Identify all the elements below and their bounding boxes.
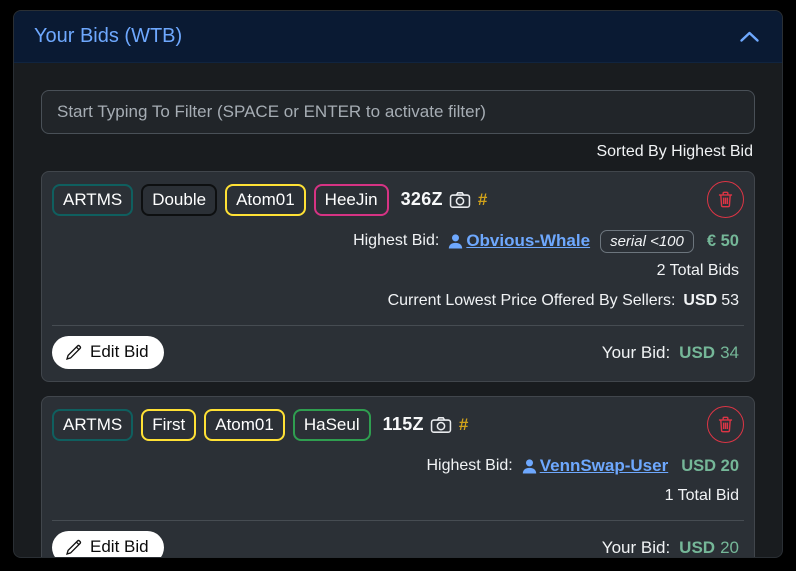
- tag-member: HaSeul: [292, 408, 371, 441]
- your-bid-currency: USD: [679, 342, 716, 362]
- panel-body: Sorted By Highest Bid ARTMS Double Atom0…: [14, 63, 782, 558]
- highest-bid-amount: € 50: [706, 231, 739, 250]
- camera-icon[interactable]: [449, 191, 471, 209]
- tag-album: Double: [141, 183, 218, 216]
- your-bid-label: Your Bid:: [601, 342, 671, 362]
- tag-artist: ARTMS: [52, 183, 134, 216]
- trash-icon: [718, 416, 733, 433]
- bid-card-footer: Edit Bid Your Bid: USD 20: [52, 520, 744, 558]
- bidder-username-link[interactable]: Obvious-Whale: [466, 231, 591, 250]
- tag-album: First: [141, 408, 197, 441]
- lowest-price-value: 53: [721, 292, 739, 309]
- edit-bid-label: Edit Bid: [90, 342, 149, 361]
- serial-note-badge: serial <100: [600, 229, 694, 253]
- highest-bid-row: Highest Bid: VennSwap-User USD 20: [52, 451, 739, 481]
- total-bids-row: 2 Total Bids: [52, 256, 739, 286]
- lowest-price-row: Current Lowest Price Offered By Sellers:…: [52, 286, 739, 316]
- your-bid-currency: USD: [679, 537, 716, 557]
- highest-bid-label: Highest Bid:: [353, 232, 440, 249]
- card-id: 115Z: [382, 414, 424, 434]
- bid-card: ARTMS First Atom01 HaSeul 115Z #: [41, 396, 755, 558]
- your-bid: Your Bid: USD 20: [602, 538, 739, 558]
- lowest-price-currency: USD: [683, 292, 718, 309]
- sort-status-text: Sorted By Highest Bid: [596, 143, 753, 160]
- bid-card-header: ARTMS Double Atom01 HeeJin 326Z #: [52, 181, 744, 218]
- bid-card-header: ARTMS First Atom01 HaSeul 115Z #: [52, 406, 744, 443]
- highest-bid-row: Highest Bid: Obvious-Whale serial <100 €…: [52, 226, 739, 256]
- bidder-username-link[interactable]: VennSwap-User: [539, 456, 669, 475]
- delete-bid-button[interactable]: [707, 181, 744, 218]
- camera-icon[interactable]: [430, 416, 452, 434]
- tag-artist: ARTMS: [52, 408, 134, 441]
- bid-card-footer: Edit Bid Your Bid: USD 34: [52, 325, 744, 371]
- tag-version: Atom01: [204, 408, 285, 441]
- total-bids-text: 2 Total Bids: [656, 262, 739, 279]
- bid-stats: Highest Bid: VennSwap-User USD 20 1 Tota…: [52, 451, 744, 511]
- your-bid-value: 20: [720, 537, 739, 557]
- total-bids-text: 1 Total Bid: [664, 487, 739, 504]
- person-icon: [447, 233, 464, 250]
- delete-bid-button[interactable]: [707, 406, 744, 443]
- highest-bid-label: Highest Bid:: [426, 457, 513, 474]
- accordion-header-your-bids[interactable]: Your Bids (WTB): [14, 11, 782, 63]
- chevron-up-icon: [739, 30, 760, 43]
- trash-icon: [718, 191, 733, 208]
- total-bids-row: 1 Total Bid: [52, 481, 739, 511]
- edit-bid-button[interactable]: Edit Bid: [52, 336, 164, 369]
- your-bid-value: 34: [720, 342, 739, 362]
- filter-input[interactable]: [41, 90, 755, 134]
- lowest-price-label: Current Lowest Price Offered By Sellers:: [387, 292, 676, 309]
- your-bid-label: Your Bid:: [601, 537, 671, 557]
- bid-stats: Highest Bid: Obvious-Whale serial <100 €…: [52, 226, 744, 316]
- person-icon: [521, 458, 538, 475]
- pencil-icon: [65, 344, 82, 361]
- edit-bid-button[interactable]: Edit Bid: [52, 531, 164, 557]
- panel-title: Your Bids (WTB): [34, 25, 183, 47]
- bid-card: ARTMS Double Atom01 HeeJin 326Z #: [41, 171, 755, 382]
- serial-hash-link[interactable]: #: [477, 189, 488, 209]
- pencil-icon: [65, 539, 82, 556]
- your-bid: Your Bid: USD 34: [602, 343, 739, 363]
- edit-bid-label: Edit Bid: [90, 537, 149, 556]
- your-bids-panel: Your Bids (WTB) Sorted By Highest Bid AR…: [13, 10, 783, 558]
- serial-hash-link[interactable]: #: [458, 414, 469, 434]
- tag-member: HeeJin: [313, 183, 389, 216]
- card-id: 326Z: [400, 189, 443, 209]
- highest-bid-amount: USD 20: [681, 456, 739, 475]
- tag-version: Atom01: [225, 183, 306, 216]
